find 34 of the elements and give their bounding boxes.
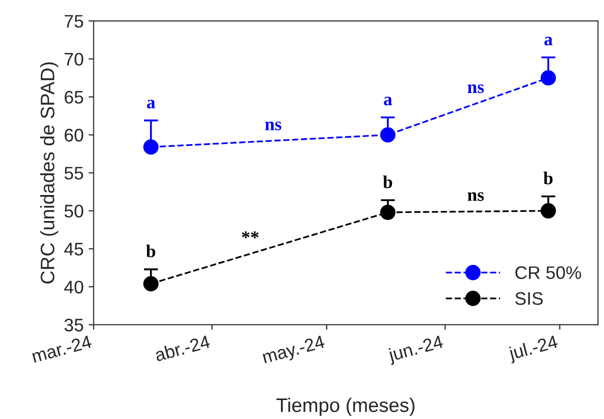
y-tick-label: 40 [64,280,84,294]
annotation: ** [242,231,259,238]
x-axis-title: Tiempo (meses) [276,398,414,416]
data-label: b [544,172,553,184]
point [380,127,396,143]
annotation: ns [265,122,282,130]
y-tick-label: 50 [64,204,84,218]
point [143,276,159,292]
y-tick-label: 35 [64,318,84,332]
point [540,70,556,86]
data-label: a [147,100,156,108]
data-label: a [544,36,553,46]
annotation: ns [468,192,484,201]
annotation: ns [468,84,484,94]
x-tick-label: abr.-24 [154,334,211,362]
y-axis-title: CRC (unidades de SPAD) [40,62,58,284]
x-tick-label: mar.-24 [31,335,92,363]
point [143,139,159,155]
x-tick-label: jul.-24 [507,334,560,364]
y-tick-label: 45 [64,242,84,256]
point [540,203,556,218]
data-label: b [383,175,392,188]
y-tick-label: 60 [64,128,84,142]
legend-label: SIS [515,292,543,305]
y-tick-label: 65 [64,90,84,104]
data-label: b [146,244,156,258]
y-tick-label: 55 [64,166,84,180]
x-tick-label: may.-24 [262,335,326,367]
point [380,204,396,220]
y-tick-label: 75 [64,15,84,28]
legend-label: CR 50% [515,266,582,280]
x-tick-label: jun.-24 [387,334,445,366]
y-tick-label: 70 [64,52,84,66]
data-label: a [384,96,392,106]
